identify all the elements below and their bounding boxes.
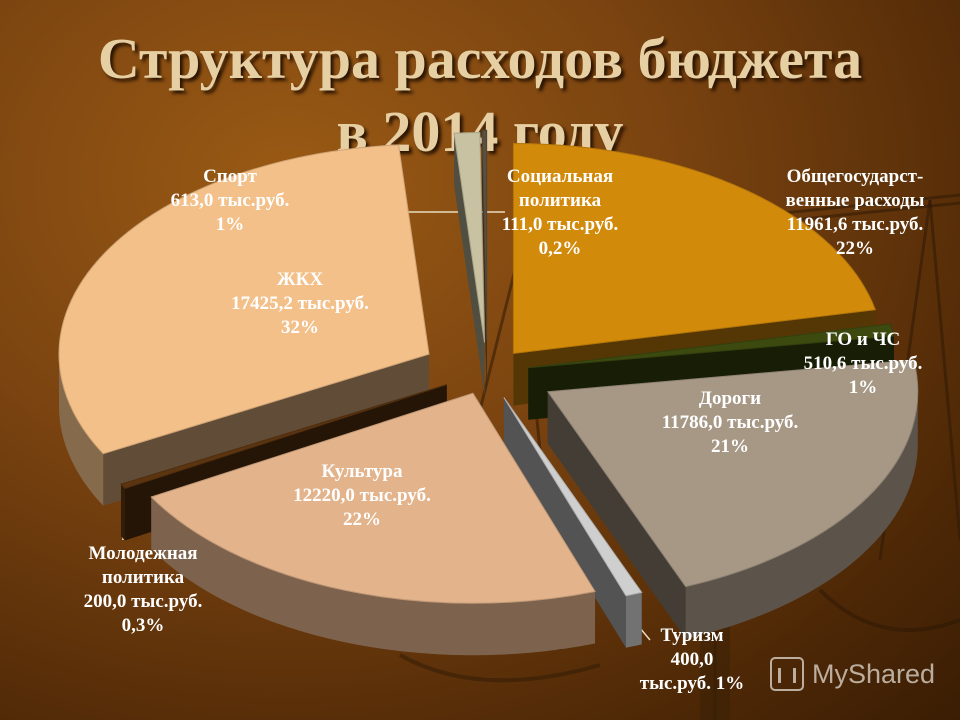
label-zhkh-percent: 32% — [281, 317, 319, 338]
label-soc-percent: 0,2% — [538, 238, 582, 259]
label-go-name: ГО и ЧС — [825, 329, 901, 350]
label-obsh-name-2: венные расходы — [785, 190, 925, 211]
pie-slice-kultura-top — [150, 392, 596, 604]
label-kultura-value: 12220,0 тыс.руб. — [293, 485, 431, 506]
pie-slice-kultura — [150, 392, 596, 656]
label-obsh: Общегосударст- венные расходы 11961,6 ты… — [760, 165, 950, 261]
pie-slice-soc — [481, 129, 488, 393]
label-molod-percent: 0,3% — [121, 615, 165, 636]
label-kultura-name: Культура — [321, 461, 403, 482]
label-molod: Молодежная политика 200,0 тыс.руб. 0,3% — [58, 542, 228, 638]
label-sport-percent: 1% — [215, 214, 245, 235]
label-soc-name-2: политика — [518, 190, 602, 211]
label-sport-value: 613,0 тыс.руб. — [170, 190, 290, 211]
label-dorogi: Дороги 11786,0 тыс.руб. 21% — [630, 387, 830, 459]
watermark-text: MyShared — [812, 658, 936, 689]
label-soc-value: 111,0 тыс.руб. — [501, 214, 619, 235]
label-kultura-percent: 22% — [343, 509, 381, 530]
pie-slice-turizm — [503, 397, 643, 648]
label-kultura: Культура 12220,0 тыс.руб. 22% — [262, 460, 462, 532]
label-obsh-value: 11961,6 тыс.руб. — [786, 214, 924, 235]
label-sport-name: Спорт — [203, 166, 257, 187]
label-sport: Спорт 613,0 тыс.руб. 1% — [140, 165, 320, 237]
watermark: MyShared — [770, 654, 935, 694]
pie-slice-zhkh — [58, 144, 430, 506]
label-go: ГО и ЧС 510,6 тыс.руб. 1% — [778, 328, 948, 400]
pie-slice-go-top — [528, 323, 895, 369]
label-molod-name: Молодежная — [88, 543, 198, 564]
label-molod-name-2: политика — [101, 567, 185, 588]
label-go-value: 510,6 тыс.руб. — [803, 353, 923, 374]
pie-slice-molod-side-0 — [120, 484, 126, 541]
pie-slice-dorogi-wall-1 — [547, 391, 686, 639]
pie-slice-obsh-top — [512, 142, 876, 355]
chart-title-line-1: Структура расходов бюджета — [97, 26, 863, 91]
label-turizm-name: Туризм — [660, 625, 724, 646]
pie-slice-dorogi-side-0 — [685, 391, 918, 639]
label-dorogi-name: Дороги — [698, 388, 762, 409]
pie-slice-kultura-side-0 — [151, 497, 596, 656]
label-soc: Социальная политика 111,0 тыс.руб. 0,2% — [470, 165, 650, 261]
label-turizm-percent: тыс.руб. 1% — [639, 673, 745, 694]
label-obsh-percent: 22% — [836, 238, 874, 259]
label-turizm: Туризм 400,0 тыс.руб. 1% — [612, 624, 772, 696]
label-obsh-name: Общегосударст- — [786, 166, 924, 187]
label-zhkh: ЖКХ 17425,2 тыс.руб. 32% — [200, 268, 400, 340]
pie-slice-sport — [453, 132, 486, 395]
pie-slice-sport-wall-0 — [454, 133, 485, 395]
presentation-icon — [770, 657, 804, 691]
label-dorogi-percent: 21% — [711, 436, 749, 457]
label-dorogi-value: 11786,0 тыс.руб. — [661, 412, 799, 433]
pie-slice-zhkh-top — [58, 144, 430, 455]
label-go-percent: 1% — [848, 377, 878, 398]
pie-slice-turizm-wall-1 — [503, 397, 626, 648]
pie-slice-molod-top — [120, 384, 447, 489]
label-zhkh-name: ЖКХ — [276, 269, 324, 290]
pie-slice-zhkh-side-0 — [58, 354, 104, 506]
pie-slice-dorogi — [546, 359, 919, 639]
pie-slice-soc-top — [481, 129, 488, 341]
label-molod-value: 200,0 тыс.руб. — [83, 591, 203, 612]
pie-slice-turizm-side-0 — [625, 592, 642, 648]
label-soc-name: Социальная — [506, 166, 614, 187]
pie-slice-sport-top — [453, 132, 486, 343]
pie-slice-turizm-top — [503, 397, 643, 597]
label-zhkh-value: 17425,2 тыс.руб. — [231, 293, 369, 314]
label-turizm-value: 400,0 — [670, 649, 714, 670]
pie-slice-dorogi-top — [546, 359, 919, 588]
